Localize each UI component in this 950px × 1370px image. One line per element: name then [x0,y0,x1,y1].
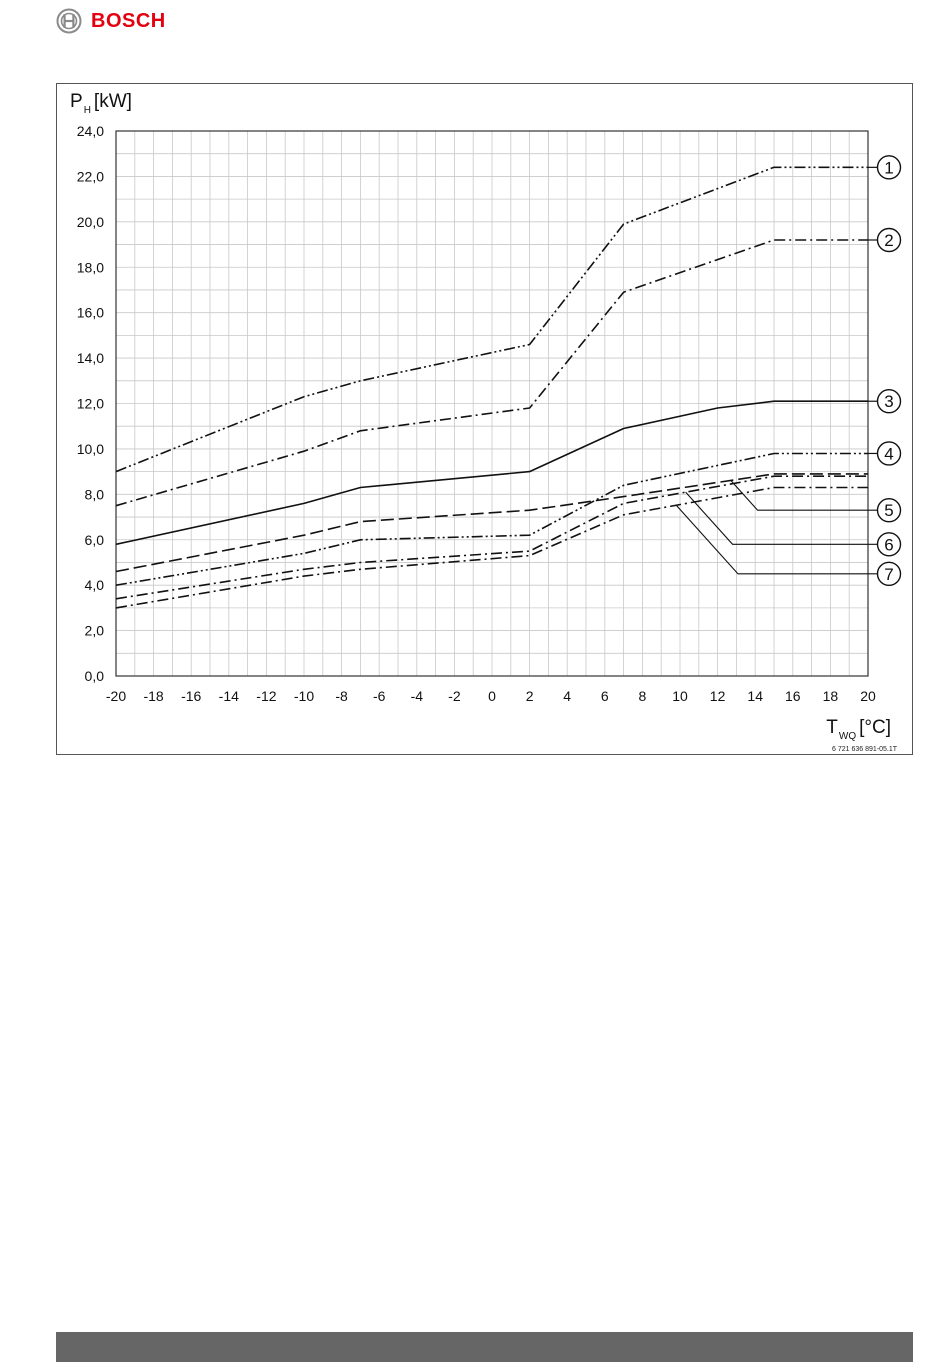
callout-label: 2 [884,231,893,250]
y-tick-label: 2,0 [85,623,105,639]
callout-marker-5 [876,498,902,523]
y-tick-label: 10,0 [77,441,104,457]
callout-label: 4 [884,444,893,463]
x-axis-label: TWQ [°C] [826,717,891,742]
y-tick-label: 16,0 [77,305,104,321]
series-line-6 [115,475,868,600]
callout-marker-7 [876,561,902,587]
bosch-armature-icon [56,8,82,34]
footer-bar [56,1332,913,1362]
x-tick-label: 18 [823,688,839,704]
y-tick-label: 0,0 [85,668,105,684]
y-tick-label: 14,0 [77,350,104,366]
callout-marker-3 [876,389,902,414]
x-tick-label: 6 [601,688,609,704]
y-tick-label: 20,0 [77,214,104,230]
x-tick-label: 8 [639,688,647,704]
series-line-3 [115,400,868,546]
x-tick-label: 16 [785,688,801,704]
callout-label: 7 [884,565,893,584]
y-tick-label: 12,0 [77,396,104,412]
x-tick-label: -18 [143,688,163,704]
x-tick-label: 20 [860,688,876,704]
callout-marker-4 [876,441,902,466]
plot-frame [115,130,869,677]
x-tick-label: 0 [488,688,496,704]
callout-marker-1 [876,155,902,180]
brand-logo: BOSCH [56,8,166,34]
x-tick-label: -2 [448,688,461,704]
series-line-2 [115,239,868,507]
callout-label: 3 [884,392,893,411]
x-tick-label: 14 [747,688,763,704]
chart-canvas: -20 -18 -16 -14 -12 -10 -8 -6 -4 -2 0 2 4 6 8 10 12 14 16 1… [70,91,902,753]
x-tick-label: 12 [710,688,726,704]
callout-label: 6 [884,535,893,554]
callout-leader [685,491,878,545]
x-tick-label: 10 [672,688,688,704]
x-tick-label: -8 [335,688,348,704]
callout-label: 5 [884,501,893,520]
callout-marker-6 [876,532,902,557]
x-tick-label: -12 [256,688,276,704]
x-tick-label: -10 [294,688,314,704]
x-tick-label: -4 [411,688,424,704]
figure-code: 6 721 636 891-05.1T [832,746,898,753]
x-tick-label: -16 [181,688,201,704]
x-tick-label: 2 [526,688,534,704]
x-tick-label: -6 [373,688,386,704]
y-tick-label: 4,0 [85,577,105,593]
callout-marker-2 [876,227,902,253]
callout-leader [675,504,878,575]
series-line-7 [115,486,868,609]
series-line-4 [115,452,868,586]
heating-capacity-chart: -20 -18 -16 -14 -12 -10 -8 -6 -4 -2 0 2 4 6 8 10 12 14 16 1… [56,83,913,755]
y-tick-label: 8,0 [85,486,105,502]
y-tick-label: 22,0 [77,168,104,184]
callout-leader [730,480,878,511]
series-line-5 [115,473,868,573]
x-tick-label: 4 [563,688,571,704]
callout-label: 1 [884,158,893,177]
x-tick-label: -14 [219,688,239,704]
y-tick-label: 6,0 [85,532,105,548]
y-tick-label: 24,0 [77,123,104,139]
brand-name: BOSCH [91,9,166,32]
y-axis-label: PH [kW] [70,91,132,116]
x-tick-label: -20 [106,688,126,704]
y-tick-label: 18,0 [77,259,104,275]
series-line-1 [115,166,868,473]
